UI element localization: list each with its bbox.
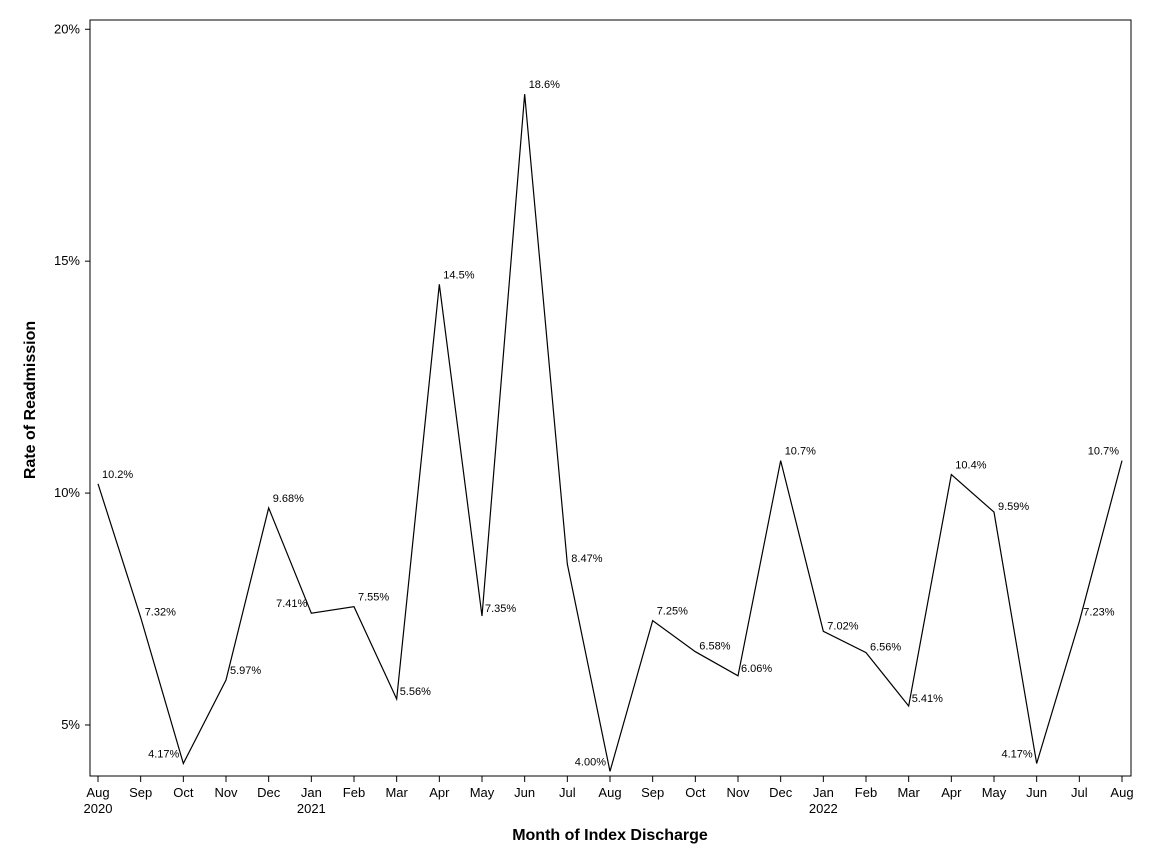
data-label: 10.4% [955,460,986,472]
x-tick-label: Sep [129,785,152,800]
data-label: 7.02% [827,620,858,632]
x-tick-label: Jan [301,785,322,800]
data-label: 8.47% [571,553,602,565]
data-label: 6.56% [870,642,901,654]
x-tick-label: Jun [514,785,535,800]
data-label: 7.41% [276,598,307,610]
x-tick-label: Oct [685,785,706,800]
data-label: 4.17% [1001,749,1032,761]
x-tick-label: Apr [429,785,450,800]
y-axis-title: Rate of Readmission [22,321,39,479]
x-tick-label: Jan [813,785,834,800]
x-axis: Aug Sep Oct Nov Dec Jan Feb Mar Apr May Jun Jul Aug S… [84,776,1134,816]
data-label: 10.7% [785,446,816,458]
x-axis-title: Month of Index Discharge [512,827,708,844]
x-tick-label: Aug [86,785,109,800]
x-tick-label: May [470,785,495,800]
x-tick-label: Mar [897,785,920,800]
x-tick-label: Feb [855,785,877,800]
data-label: 10.7% [1088,446,1119,458]
x-tick-label: Jul [1071,785,1088,800]
data-label: 7.32% [145,606,176,618]
x-tick-label: Sep [641,785,664,800]
y-axis: 5% 10% 15% 20% [54,21,90,732]
y-tick-label: 15% [54,253,80,268]
x-year-label: 2021 [297,801,326,816]
x-tick-label: Jun [1026,785,1047,800]
data-label: 9.59% [998,501,1029,513]
y-tick-label: 10% [54,485,80,500]
x-tick-label: Oct [173,785,194,800]
y-tick-label: 20% [54,21,80,36]
x-tick-label: Aug [598,785,621,800]
x-tick-label: Jul [559,785,576,800]
data-label: 6.58% [699,641,730,653]
x-tick-label: Dec [257,785,281,800]
data-label: 7.23% [1083,607,1114,619]
x-tick-label: Aug [1110,785,1133,800]
x-tick-label: Nov [214,785,238,800]
x-year-label: 2022 [809,801,838,816]
plot-frame [89,19,1132,777]
data-label: 7.35% [485,603,516,615]
data-label: 5.56% [400,686,431,698]
data-labels: 10.2% 7.32% 4.17% 5.97% 9.68% 7.41% 7.55% 5.56%… [102,79,1119,768]
y-tick-label: 5% [61,717,80,732]
data-label: 4.00% [575,756,606,768]
series-line [97,94,1123,772]
x-tick-label: Feb [343,785,365,800]
data-label: 6.06% [741,663,772,675]
x-tick-label: Apr [941,785,962,800]
x-tick-label: Mar [385,785,408,800]
x-tick-label: Nov [726,785,750,800]
data-label: 14.5% [443,269,474,281]
data-label: 9.68% [273,493,304,505]
data-label: 7.25% [657,606,688,618]
data-label: 18.6% [529,79,560,91]
x-year-label: 2020 [84,801,113,816]
data-label: 5.41% [912,693,943,705]
x-tick-label: May [982,785,1007,800]
data-label: 4.17% [148,749,179,761]
x-tick-label: Dec [769,785,793,800]
data-label: 5.97% [230,665,261,677]
data-label: 10.2% [102,469,133,481]
data-label: 7.55% [358,592,389,604]
